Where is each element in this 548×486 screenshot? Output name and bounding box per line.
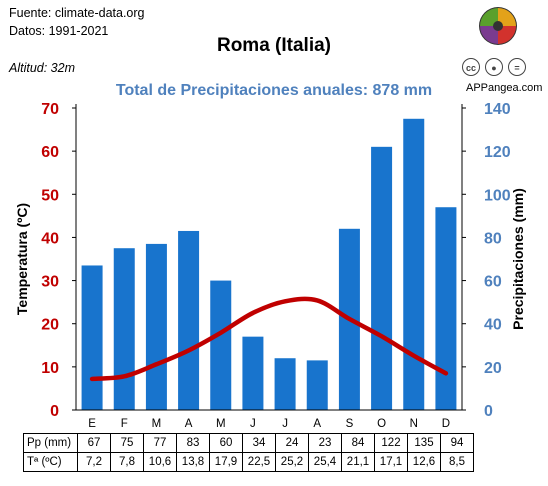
chart-subtitle: Total de Precipitaciones anuales: 878 mm: [115, 82, 433, 99]
precip-bar: [81, 265, 103, 410]
precip-bar: [274, 358, 296, 410]
right-tick-label: 20: [484, 360, 502, 377]
x-tick-label: D: [442, 418, 450, 430]
appangea-logo-icon: [479, 7, 517, 45]
table-cell-temp: 25,2: [275, 452, 309, 472]
table-cell-temp: 17,9: [209, 452, 243, 472]
right-axis-title: Precipitaciones (mm): [510, 188, 526, 330]
left-tick-label: 50: [41, 187, 59, 204]
table-cell-temp: 7,2: [77, 452, 111, 472]
precip-bar: [435, 207, 457, 410]
table-cell-temp: 17,1: [374, 452, 408, 472]
table-cell-temp: 10,6: [143, 452, 177, 472]
left-tick-label: 70: [41, 101, 59, 118]
table-cell-pp: 24: [275, 433, 309, 453]
brand-link[interactable]: APPangea.com: [466, 82, 543, 94]
table-cell-pp: 75: [110, 433, 144, 453]
table-cell-temp: 13,8: [176, 452, 210, 472]
table-cell-pp: 77: [143, 433, 177, 453]
table-row: Pp (mm) 67 75 77 83 60 34 24 23 84 122 1…: [23, 433, 474, 453]
precip-bar: [306, 360, 328, 410]
right-tick-label: 80: [484, 230, 502, 247]
precip-bar: [145, 243, 167, 410]
source-line: Fuente: climate-data.org: [9, 6, 145, 20]
left-tick-label: 30: [41, 274, 59, 291]
table-cell-pp: 60: [209, 433, 243, 453]
dates-line: Datos: 1991-2021: [9, 24, 109, 38]
attribution-icon: ●: [485, 58, 503, 76]
equals-icon: =: [508, 58, 526, 76]
chart-title: Roma (Italia): [216, 35, 332, 56]
table-cell-pp: 122: [374, 433, 408, 453]
left-tick-label: 20: [41, 317, 59, 334]
right-tick-label: 140: [484, 101, 511, 118]
cc-icon: cc: [462, 58, 480, 76]
table-cell-temp: 12,6: [407, 452, 441, 472]
x-tick-label: A: [185, 418, 193, 430]
precip-bar: [242, 336, 264, 410]
left-tick-label: 40: [41, 230, 59, 247]
left-axis-title: Temperatura (ºC): [14, 203, 30, 315]
table-cell-pp: 94: [440, 433, 474, 453]
table-cell-pp: 135: [407, 433, 441, 453]
right-tick-label: 40: [484, 317, 502, 334]
altitude-label: Altitud: 32m: [9, 61, 76, 75]
left-tick-label: 60: [41, 144, 59, 161]
precip-bar: [178, 230, 200, 410]
table-label-pp: Pp (mm): [23, 433, 78, 453]
x-tick-label: O: [377, 418, 386, 430]
left-tick-label: 10: [41, 360, 59, 377]
x-tick-label: M: [216, 418, 226, 430]
table-cell-temp: 21,1: [341, 452, 375, 472]
right-tick-label: 100: [484, 187, 511, 204]
x-tick-label: J: [250, 418, 256, 430]
table-cell-temp: 22,5: [242, 452, 276, 472]
x-tick-label: A: [313, 418, 321, 430]
table-cell-temp: 8,5: [440, 452, 474, 472]
x-tick-label: F: [121, 418, 128, 430]
table-cell-pp: 83: [176, 433, 210, 453]
right-tick-label: 120: [484, 144, 511, 161]
table-cell-pp: 84: [341, 433, 375, 453]
left-tick-label: 0: [50, 403, 59, 420]
table-label-temp: Tª (ºC): [23, 452, 78, 472]
temperature-line: [89, 296, 449, 382]
table-row: Tª (ºC) 7,2 7,8 10,6 13,8 17,9 22,5 25,2…: [23, 452, 474, 472]
table-cell-temp: 25,4: [308, 452, 342, 472]
precip-bar: [403, 118, 425, 411]
table-cell-pp: 67: [77, 433, 111, 453]
x-tick-label: N: [410, 418, 418, 430]
x-tick-label: S: [346, 418, 354, 430]
right-tick-label: 0: [484, 403, 493, 420]
table-cell-temp: 7,8: [110, 452, 144, 472]
precip-bar: [210, 280, 232, 410]
precip-bar: [113, 248, 135, 410]
precip-bar: [371, 146, 393, 411]
x-tick-label: J: [282, 418, 288, 430]
data-table: Pp (mm) 67 75 77 83 60 34 24 23 84 122 1…: [23, 433, 474, 472]
table-cell-pp: 23: [308, 433, 342, 453]
x-tick-label: M: [152, 418, 162, 430]
x-tick-label: E: [88, 418, 96, 430]
right-tick-label: 60: [484, 274, 502, 291]
table-cell-pp: 34: [242, 433, 276, 453]
